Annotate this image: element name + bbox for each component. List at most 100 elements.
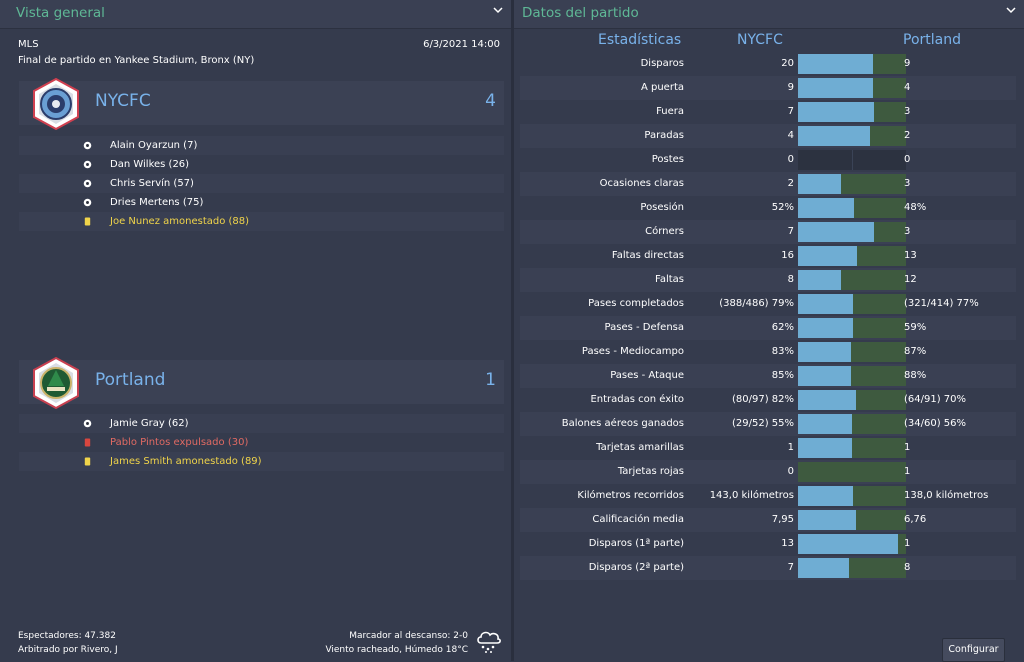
stat-comparison-bar bbox=[798, 174, 906, 194]
stat-comparison-bar bbox=[798, 342, 906, 362]
stat-away-value: 3 bbox=[904, 106, 911, 117]
stat-label: Fuera bbox=[656, 106, 684, 117]
bar-away-share bbox=[856, 510, 906, 530]
weather-text: Viento racheado, Húmedo 18°C bbox=[325, 645, 468, 655]
competition-name: MLS bbox=[18, 39, 39, 50]
stat-label: Tarjetas rojas bbox=[617, 466, 684, 477]
bar-home-share bbox=[798, 366, 851, 386]
match-stats-panel: Datos del partido Estadísticas NYCFC Por… bbox=[514, 0, 1024, 662]
home-team-name[interactable]: NYCFC bbox=[95, 91, 151, 111]
bar-away-share bbox=[853, 486, 906, 506]
stat-label: Disparos (1ª parte) bbox=[588, 538, 684, 549]
stat-label: Disparos (2ª parte) bbox=[588, 562, 684, 573]
chevron-down-icon[interactable] bbox=[491, 2, 505, 16]
stat-row: Pases - Mediocampo 83% 87% bbox=[520, 340, 1016, 364]
stat-row: Pases - Defensa 62% 59% bbox=[520, 316, 1016, 340]
bar-away-share bbox=[854, 198, 906, 218]
bar-away-share bbox=[852, 414, 906, 434]
away-event-1: Jamie Gray (62) bbox=[19, 414, 504, 433]
bar-home-share bbox=[798, 318, 853, 338]
stat-row: Balones aéreos ganados (29/52) 55% (34/60)… bbox=[520, 412, 1016, 436]
stat-away-value: (321/414) 77% bbox=[904, 298, 979, 309]
bar-away-share bbox=[851, 366, 906, 386]
configure-button[interactable]: Configurar bbox=[942, 638, 1005, 662]
stat-row: Tarjetas rojas 0 1 bbox=[520, 460, 1016, 484]
panel-divider bbox=[511, 0, 514, 661]
bar-home-share bbox=[798, 222, 874, 242]
red-card-icon bbox=[84, 438, 91, 447]
stat-row: Faltas 8 12 bbox=[520, 268, 1016, 292]
away-team-column-header: Portland bbox=[903, 32, 961, 48]
stat-row: Disparos (1ª parte) 13 1 bbox=[520, 532, 1016, 556]
bar-away-share bbox=[857, 246, 906, 266]
portland-crest-icon bbox=[33, 356, 79, 410]
event-text: Alain Oyarzun (7) bbox=[110, 140, 198, 151]
stat-home-value: (388/486) 79% bbox=[719, 298, 794, 309]
stat-label: Córners bbox=[645, 226, 684, 237]
stat-away-value: 59% bbox=[904, 322, 927, 333]
stat-away-value: 88% bbox=[904, 370, 927, 381]
stat-comparison-bar bbox=[798, 510, 906, 530]
home-event-5: Joe Nunez amonestado (88) bbox=[19, 212, 504, 231]
away-team-name[interactable]: Portland bbox=[95, 370, 166, 390]
stat-row: Pases completados (388/486) 79% (321/414) … bbox=[520, 292, 1016, 316]
bar-home-share bbox=[798, 294, 853, 314]
event-text: Jamie Gray (62) bbox=[110, 418, 189, 429]
stat-label: Faltas directas bbox=[611, 250, 684, 261]
stats-column-header: Estadísticas bbox=[598, 32, 682, 48]
stat-home-value: 143,0 kilómetros bbox=[709, 490, 794, 501]
stat-comparison-bar bbox=[798, 54, 906, 74]
stat-home-value: 4 bbox=[787, 130, 794, 141]
bar-home-share bbox=[798, 54, 873, 74]
bar-home-share bbox=[798, 558, 849, 578]
stat-comparison-bar bbox=[798, 486, 906, 506]
event-text: Pablo Pintos expulsado (30) bbox=[110, 437, 249, 448]
stat-row: Córners 7 3 bbox=[520, 220, 1016, 244]
stat-away-value: 87% bbox=[904, 346, 927, 357]
chevron-down-icon[interactable] bbox=[1004, 2, 1018, 16]
stat-home-value: (80/97) 82% bbox=[731, 394, 794, 405]
football-icon bbox=[83, 160, 92, 169]
bar-away-share bbox=[873, 54, 906, 74]
stat-comparison-bar bbox=[798, 318, 906, 338]
stat-home-value: 0 bbox=[787, 154, 794, 165]
home-team-column-header: NYCFC bbox=[737, 32, 783, 48]
event-text: Joe Nunez amonestado (88) bbox=[110, 216, 250, 227]
bar-home-share bbox=[798, 270, 841, 290]
bar-home-share bbox=[798, 486, 853, 506]
stat-home-value: 85% bbox=[771, 370, 794, 381]
bar-home-share bbox=[798, 414, 852, 434]
bar-home-share bbox=[798, 78, 873, 98]
bar-away-share bbox=[874, 222, 906, 242]
bar-away-share bbox=[898, 534, 906, 554]
stat-row: Postes 0 0 bbox=[520, 148, 1016, 172]
stat-row: Faltas directas 16 13 bbox=[520, 244, 1016, 268]
bar-away-share bbox=[852, 438, 906, 458]
home-team-row[interactable]: NYCFC 4 bbox=[19, 77, 504, 131]
referee-text: Arbitrado por Rivero, J bbox=[18, 645, 118, 655]
stat-away-value: 3 bbox=[904, 178, 911, 189]
stat-comparison-bar bbox=[798, 558, 906, 578]
stat-away-value: 8 bbox=[904, 562, 911, 573]
stat-row: Ocasiones claras 2 3 bbox=[520, 172, 1016, 196]
home-team-score: 4 bbox=[485, 91, 496, 111]
bar-home-share bbox=[798, 102, 874, 122]
stat-home-value: 9 bbox=[787, 82, 794, 93]
bar-away-share bbox=[798, 462, 906, 482]
stat-label: Paradas bbox=[644, 130, 684, 141]
home-event-2: Dan Wilkes (26) bbox=[19, 155, 504, 174]
stat-away-value: 3 bbox=[904, 226, 911, 237]
bar-away-share bbox=[851, 342, 906, 362]
bar-home-share bbox=[798, 510, 856, 530]
stat-row: Posesión 52% 48% bbox=[520, 196, 1016, 220]
stat-comparison-bar bbox=[798, 126, 906, 146]
stat-comparison-bar bbox=[798, 150, 906, 170]
bar-away-share bbox=[841, 174, 906, 194]
stat-label: Postes bbox=[651, 154, 684, 165]
away-team-row[interactable]: Portland 1 bbox=[19, 356, 504, 410]
stat-row: Disparos 20 9 bbox=[520, 52, 1016, 76]
stat-label: Pases - Mediocampo bbox=[581, 346, 684, 357]
stat-row: Fuera 7 3 bbox=[520, 100, 1016, 124]
stat-home-value: 1 bbox=[787, 442, 794, 453]
stat-label: Balones aéreos ganados bbox=[561, 418, 684, 429]
